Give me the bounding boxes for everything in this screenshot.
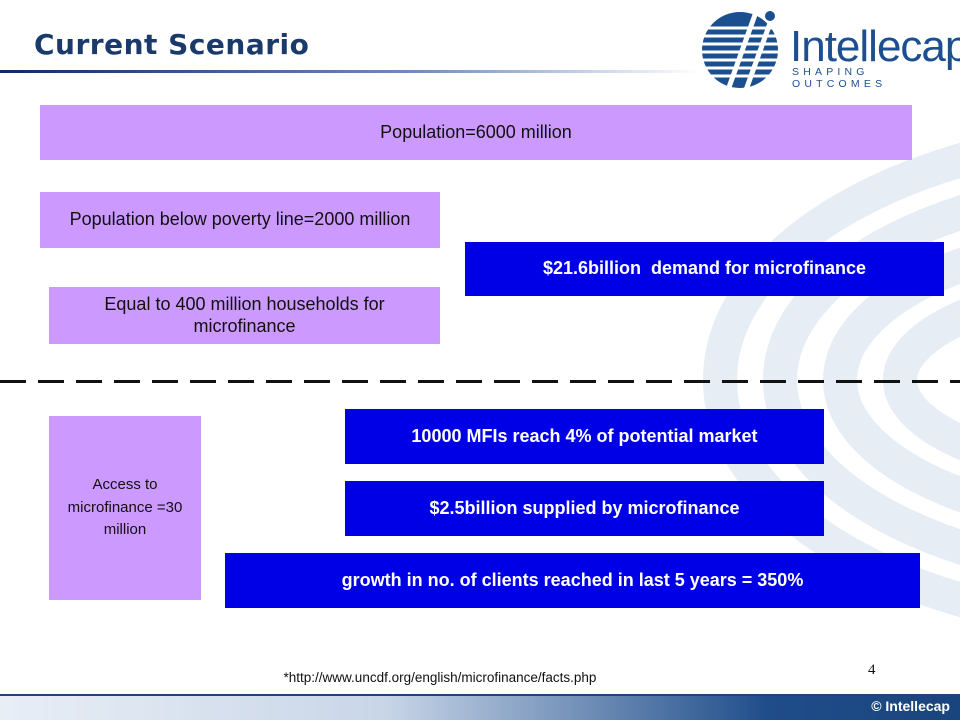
access-box: Access to microfinance =30 million [49, 416, 201, 600]
population-text: Population=6000 million [380, 121, 572, 142]
intellecap-logo-icon [702, 11, 778, 91]
mfis-box: 10000 MFIs reach 4% of potential market [345, 409, 824, 464]
supplied-box: $2.5billion supplied by microfinance [345, 481, 824, 536]
source-footnote: *http://www.uncdf.org/english/microfinan… [283, 670, 597, 685]
demand-text: $21.6billion demand for microfinance [542, 258, 867, 279]
growth-text: growth in no. of clients reached in last… [341, 569, 804, 590]
supplied-text: $2.5billion supplied by microfinance [429, 497, 740, 518]
growth-box: growth in no. of clients reached in last… [225, 553, 920, 608]
poverty-box: Population below poverty line=2000 milli… [40, 192, 440, 248]
footer-logo-text: Intellecap [885, 698, 950, 714]
copyright-icon: © [871, 698, 882, 714]
logo-wordmark: Intellecap [790, 22, 960, 71]
mfis-text: 10000 MFIs reach 4% of potential market [411, 425, 758, 446]
poverty-text: Population below poverty line=2000 milli… [69, 209, 411, 230]
households-box: Equal to 400 million households for micr… [49, 287, 440, 344]
access-text: Access to microfinance =30 million [67, 476, 183, 539]
footer-bar: © Intellecap [0, 694, 960, 720]
footer-logo: © Intellecap [871, 698, 950, 714]
section-divider [0, 380, 960, 383]
households-text: Equal to 400 million households for micr… [104, 293, 385, 336]
footer-rule [0, 694, 960, 696]
slide-title: Current Scenario [34, 28, 310, 61]
logo-tagline: SHAPING OUTCOMES [792, 66, 887, 90]
page-number: 4 [868, 662, 876, 678]
population-box: Population=6000 million [40, 105, 912, 160]
title-underline [0, 70, 700, 73]
demand-box: $21.6billion demand for microfinance [465, 242, 944, 296]
